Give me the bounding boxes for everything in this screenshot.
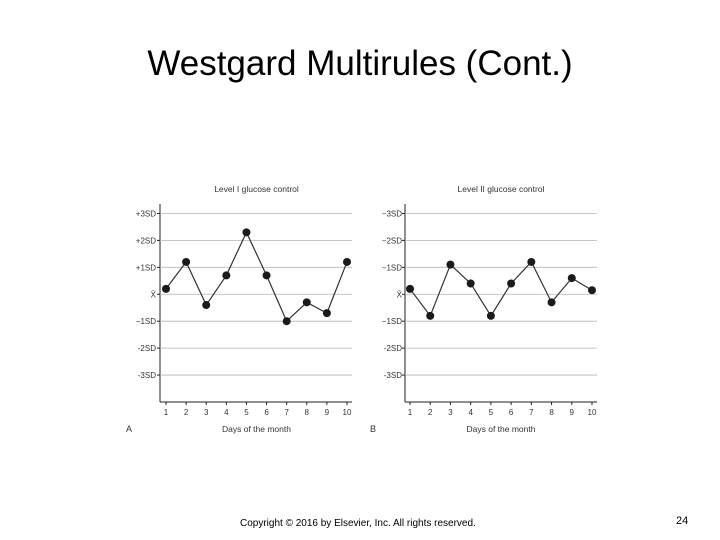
data-point	[507, 279, 516, 288]
data-point	[343, 257, 351, 266]
data-point	[406, 284, 414, 293]
x-tick-label: 4	[468, 408, 473, 417]
data-point	[547, 298, 556, 307]
data-point	[242, 228, 251, 237]
slide-title: Westgard Multirules (Cont.)	[147, 44, 573, 83]
y-tick-label: −1SD	[136, 317, 156, 326]
series-line	[409, 260, 593, 318]
y-tick-label: −1SD	[382, 317, 402, 326]
x-tick-label: 8	[305, 408, 310, 417]
x-tick-label: 7	[529, 408, 534, 417]
data-point	[588, 286, 596, 295]
data-point	[222, 271, 231, 280]
y-tick-label: -2SD	[384, 344, 402, 353]
data-point	[202, 301, 211, 310]
control-charts-figure: Level I glucose control +3SD +2SD +1SD X̄ −1S…	[118, 176, 606, 446]
data-point	[322, 309, 331, 318]
data-point	[446, 260, 455, 269]
chart-title: Level I glucose control	[214, 184, 299, 194]
x-tick-label: 8	[549, 408, 554, 417]
y-tick-label: +2SD	[136, 236, 156, 245]
data-point	[262, 271, 271, 280]
page-number: 24	[676, 515, 689, 527]
y-tick-label: −2SD	[382, 236, 402, 245]
x-tick-label: 7	[284, 408, 289, 417]
data-point	[426, 311, 435, 320]
x-tick-label: 5	[244, 408, 249, 417]
series-line	[165, 230, 348, 323]
panel-label: B	[370, 424, 376, 434]
panel-label: A	[126, 424, 132, 434]
x-tick-label: 2	[184, 408, 189, 417]
y-tick-label: -3SD	[384, 371, 402, 380]
x-tick-label: 3	[448, 408, 453, 417]
data-point	[486, 311, 495, 320]
x-axis-label: Days of the month	[467, 424, 536, 434]
x-tick-label: 9	[325, 408, 330, 417]
x-tick-label: 6	[264, 408, 269, 417]
y-tick-label: -3SD	[138, 371, 156, 380]
x-tick-label: 1	[164, 408, 169, 417]
data-point	[466, 279, 475, 288]
x-tick-label: 1	[408, 408, 413, 417]
control-charts-svg: Level I glucose control +3SD +2SD +1SD X̄ −1S…	[126, 184, 597, 434]
x-tick-label: 6	[509, 408, 514, 417]
y-tick-label: −3SD	[382, 209, 402, 218]
data-point	[527, 257, 536, 266]
y-tick-label: X̄	[397, 290, 403, 299]
data-point	[567, 274, 576, 283]
y-tick-label: −1SD	[382, 263, 402, 272]
data-point	[282, 317, 291, 326]
x-tick-label: 5	[489, 408, 494, 417]
y-tick-label: +3SD	[136, 209, 156, 218]
x-tick-label: 2	[428, 408, 433, 417]
y-tick-label: -2SD	[138, 344, 156, 353]
x-tick-label: 4	[224, 408, 229, 417]
copyright-footer: Copyright © 2016 by Elsevier, Inc. All r…	[240, 518, 476, 529]
x-tick-label: 3	[204, 408, 209, 417]
data-point	[302, 298, 311, 307]
y-tick-label: X̄	[151, 290, 157, 299]
x-axis-label: Days of the month	[222, 424, 291, 434]
y-tick-label: +1SD	[136, 263, 156, 272]
x-tick-label: 9	[570, 408, 575, 417]
chart-title: Level II glucose control	[458, 184, 545, 194]
data-point	[182, 257, 191, 266]
x-tick-label: 10	[343, 408, 352, 417]
data-point	[162, 284, 170, 293]
x-tick-label: 10	[588, 408, 597, 417]
